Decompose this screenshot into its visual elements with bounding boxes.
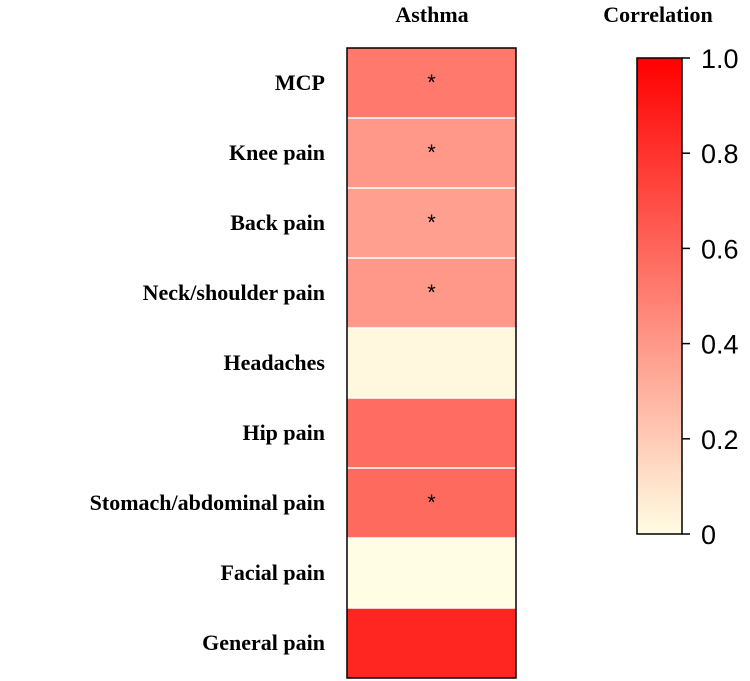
row-label: Stomach/abdominal pain (90, 490, 325, 515)
heatmap-cell (347, 48, 516, 118)
row-label: Hip pain (242, 420, 325, 445)
heatmap-cell (347, 258, 516, 328)
significance-marker: * (427, 140, 436, 165)
heatmap-cell (347, 608, 516, 678)
row-label: Back pain (230, 210, 325, 235)
heatmap-cell (347, 468, 516, 538)
significance-marker: * (427, 210, 436, 235)
significance-marker: * (427, 490, 436, 515)
heatmap-cell (347, 328, 516, 398)
row-label: General pain (202, 630, 325, 655)
heatmap-cell (347, 538, 516, 608)
significance-marker: * (427, 280, 436, 305)
row-label: Neck/shoulder pain (143, 280, 325, 305)
row-label: Facial pain (220, 560, 325, 585)
row-label: MCP (275, 70, 325, 95)
column-title: Asthma (395, 2, 468, 27)
row-label: Headaches (224, 350, 326, 375)
heatmap-cells: * * * * * (346, 47, 517, 679)
colorbar: 0 0.2 0.4 0.6 0.8 1.0 (636, 44, 739, 550)
row-label: Knee pain (229, 140, 325, 165)
significance-marker: * (427, 70, 436, 95)
colorbar-tick-label: 0.6 (701, 234, 739, 264)
heatmap-cell (347, 118, 516, 188)
colorbar-tick-label: 0.4 (701, 330, 739, 360)
heatmap-cell (347, 398, 516, 468)
colorbar-tick-label: 1.0 (701, 44, 739, 74)
colorbar-gradient (636, 57, 683, 535)
heatmap-cell (347, 188, 516, 258)
colorbar-tick-label: 0.2 (701, 425, 739, 455)
legend-title: Correlation (603, 2, 713, 27)
colorbar-tick-label: 0 (701, 520, 716, 550)
colorbar-tick-label: 0.8 (701, 139, 739, 169)
row-labels: MCP Knee pain Back pain Neck/shoulder pain H… (90, 70, 326, 655)
heatmap-border (346, 47, 517, 679)
